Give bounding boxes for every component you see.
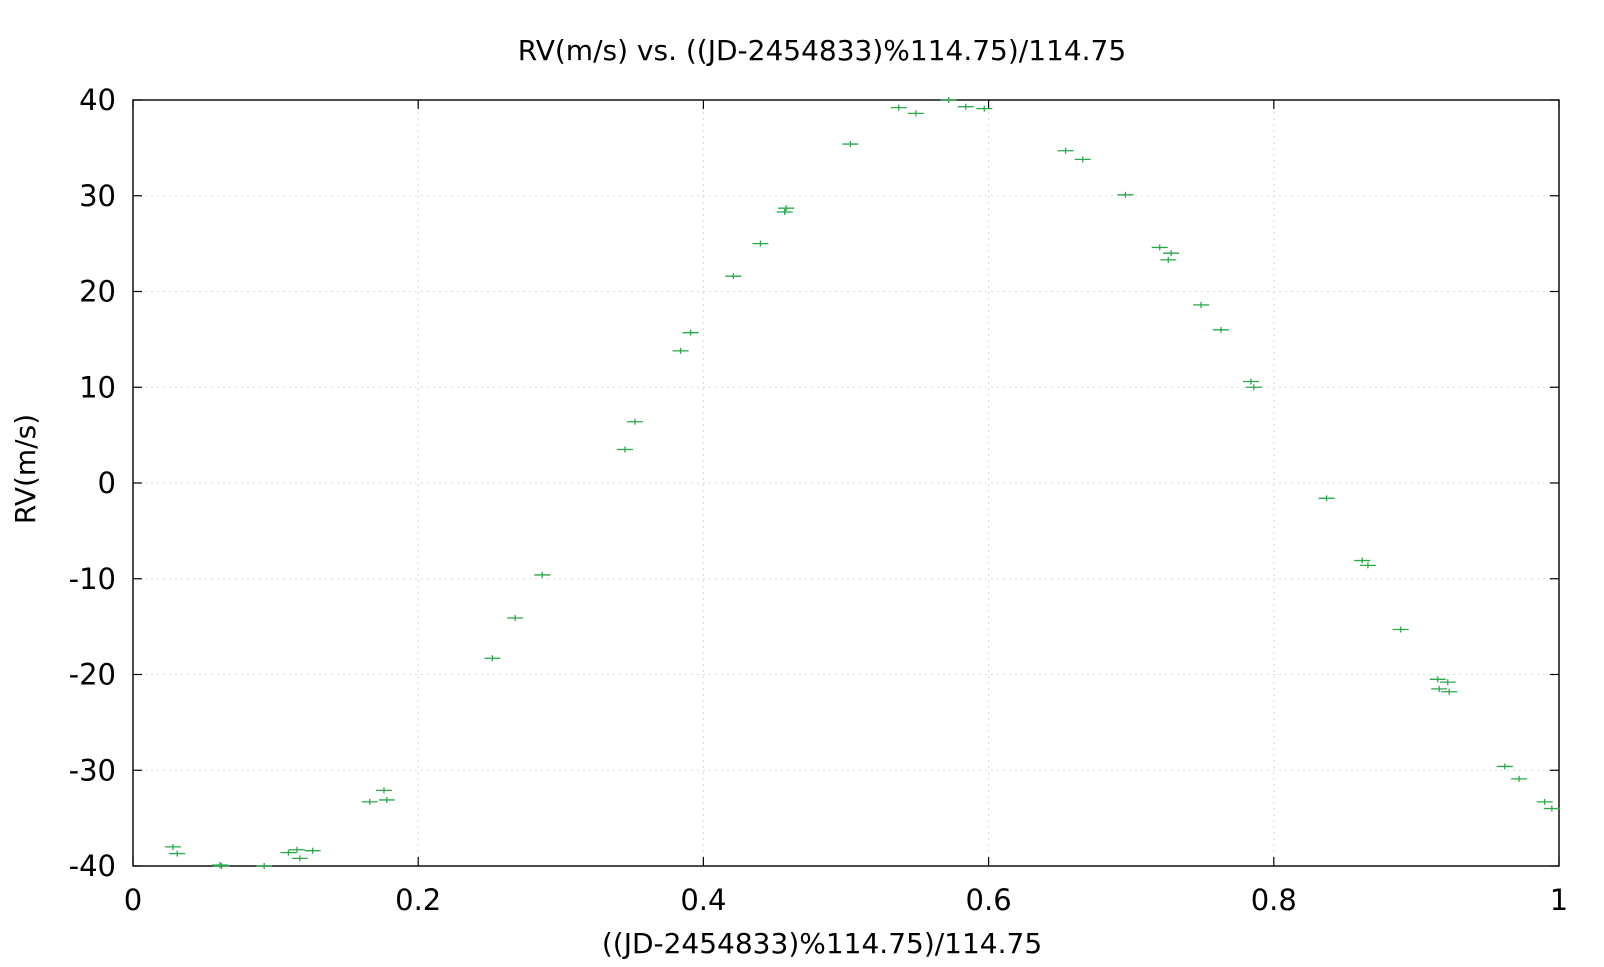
- y-tick-label: 10: [79, 370, 116, 404]
- data-point: [976, 105, 993, 112]
- data-point: [288, 846, 305, 853]
- data-point: [361, 798, 378, 805]
- data-point: [1429, 676, 1446, 683]
- data-point: [1242, 378, 1259, 385]
- data-point: [534, 571, 551, 578]
- y-tick-label: 20: [79, 275, 116, 309]
- y-tick-label: -40: [69, 849, 116, 883]
- data-point: [1117, 191, 1134, 198]
- y-tick-label: -20: [69, 658, 116, 692]
- data-point: [164, 843, 181, 850]
- data-point: [1160, 256, 1177, 263]
- data-point: [725, 273, 742, 280]
- data-point: [169, 850, 186, 857]
- data-point: [1193, 301, 1210, 308]
- data-point: [1245, 384, 1262, 391]
- data-point: [776, 209, 793, 216]
- data-point: [778, 205, 795, 212]
- data-point: [682, 329, 699, 336]
- y-tick-label: 30: [79, 179, 116, 213]
- axis-ticks: 0 0.2 0.4 0.6 0.8 1 -40 -30 -20 -10 0 10 20 30 40: [69, 83, 1569, 917]
- data-point: [213, 863, 230, 869]
- data-point: [1213, 326, 1230, 333]
- data-point: [1318, 495, 1335, 502]
- data-point: [890, 104, 907, 111]
- data-point: [672, 347, 689, 354]
- x-tick-label: 0.2: [395, 883, 441, 917]
- data-point: [304, 847, 321, 854]
- data-point: [211, 862, 228, 869]
- data-point: [1354, 557, 1371, 564]
- x-tick-label: 0.8: [1251, 883, 1297, 917]
- data-point: [1543, 805, 1560, 812]
- data-point: [1074, 156, 1091, 163]
- data-point: [256, 863, 273, 869]
- data-point: [957, 103, 974, 110]
- y-tick-label: 0: [98, 466, 116, 500]
- data-point: [752, 240, 769, 247]
- data-point: [842, 141, 859, 148]
- data-point: [1439, 679, 1456, 686]
- data-point: [1163, 250, 1180, 257]
- data-point: [1536, 798, 1553, 805]
- data-point: [1392, 626, 1409, 633]
- x-tick-label: 1: [1550, 883, 1568, 917]
- x-tick-label: 0: [124, 883, 142, 917]
- data-point: [1359, 562, 1376, 569]
- data-point: [507, 615, 524, 622]
- x-tick-label: 0.4: [680, 883, 726, 917]
- x-tick-label: 0.6: [966, 883, 1012, 917]
- x-axis-title: ((JD-2454833)%114.75)/114.75: [602, 927, 1042, 960]
- data-points: [164, 97, 1560, 869]
- y-tick-label: -10: [69, 562, 116, 596]
- grid-lines: [133, 100, 1559, 866]
- data-point: [375, 787, 392, 794]
- data-point: [280, 849, 297, 856]
- y-tick-label: -30: [69, 753, 116, 787]
- data-point: [1496, 763, 1513, 770]
- data-point: [907, 110, 924, 117]
- data-point: [1511, 775, 1528, 782]
- data-point: [291, 855, 308, 862]
- data-point: [1151, 244, 1168, 251]
- chart-title: RV(m/s) vs. ((JD-2454833)%114.75)/114.75: [518, 34, 1126, 67]
- y-tick-label: 40: [79, 83, 116, 117]
- data-point: [1441, 688, 1458, 695]
- data-point: [626, 418, 643, 425]
- y-axis-title: RV(m/s): [9, 414, 42, 524]
- data-point: [940, 97, 957, 103]
- data-point: [378, 796, 395, 803]
- data-point: [484, 655, 501, 662]
- data-point: [1431, 685, 1448, 692]
- data-point: [1057, 147, 1074, 154]
- data-point: [616, 446, 633, 453]
